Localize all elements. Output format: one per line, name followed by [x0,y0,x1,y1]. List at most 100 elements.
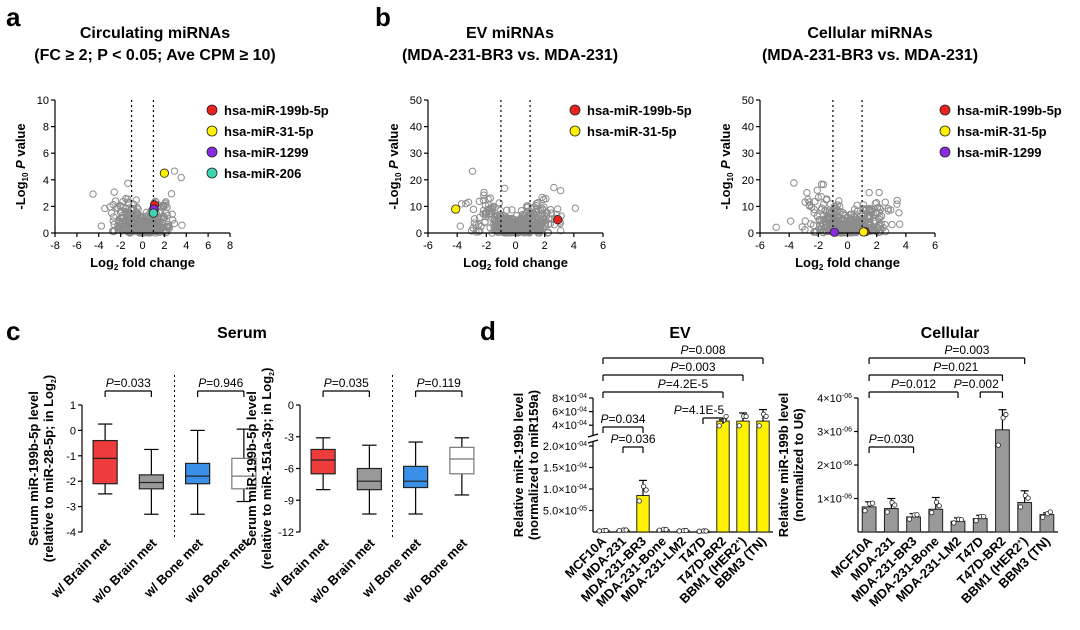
y-axis-label: Serum miR-199b-5p level [26,391,41,546]
data-point [121,220,130,229]
bar [756,420,770,533]
replicate-point [936,503,942,509]
data-point [457,200,466,208]
data-point [893,196,901,205]
y-tick-label: 0 [748,228,754,240]
data-point [860,215,869,223]
data-point [167,190,176,198]
box [449,446,475,475]
pvalue-label: P=0.008 [680,343,725,357]
replicate-point [1040,514,1046,520]
data-point [539,209,547,218]
y-tick-label: -4 [66,527,76,539]
axis-break [590,436,596,442]
data-point [803,189,811,197]
legend-label: hsa-miR-206 [224,166,301,181]
data-point [893,200,901,208]
data-point [132,196,140,204]
box [231,457,257,490]
y-tick-label: 1×10-06 [817,494,852,506]
data-point [467,227,476,235]
pvalue-label: P=0.035 [324,376,369,390]
y-axis-label: Serum miR-199b-5p level [244,391,259,546]
data-point [495,199,503,207]
data-point [139,223,148,232]
data-point [533,215,541,224]
legend-marker [569,125,581,137]
data-point [825,215,833,224]
x-axis-label: Log2 fold change [795,255,900,272]
x-axis-label: Log2 fold change [90,255,195,272]
y-axis-label-2: (normalized to U6) [791,408,806,521]
y-tick-label: 0 [70,425,76,437]
replicate-point [973,518,979,524]
data-point [845,227,853,236]
data-point [520,219,528,227]
volcano-cellular: Cellular miRNAs (MDA-231-BR3 vs. MDA-231)… [718,25,1062,272]
data-point [485,211,493,219]
data-point [538,193,546,202]
data-point [860,206,869,215]
data-point [113,203,122,212]
data-point [786,217,795,225]
data-point [546,206,555,214]
data-point [881,198,889,206]
data-point [484,195,492,203]
highlight-point [148,208,159,218]
replicate-point [906,516,913,522]
box [138,474,165,490]
y-axis-label-2: (relative to miR-151a-3p; in Log2) [259,368,276,570]
x-tick-label: -2 [813,240,823,252]
data-point [538,204,547,213]
data-point [500,184,509,193]
data-point [527,225,536,233]
panel-c-title: Serum [217,325,267,342]
replicate-point [656,527,662,533]
replicate-point [1017,504,1024,510]
y-tick-label: 1 [70,400,76,412]
y-axis-label-2: (normalized to miR159a) [526,390,541,540]
axis-break-mark [587,439,599,444]
y-tick-label: 8×10-04 [552,393,587,405]
barplot-cellular: Cellular 1×10-06 2×10-06 3×10-06 4×10-06 Rela… [776,325,1058,610]
panel-label-a: a [6,2,21,32]
y-tick-label: 0 [416,228,422,240]
x-tick-label: 2 [161,240,167,252]
y-tick-label: -6 [284,464,294,476]
replicate-point [696,528,702,534]
data-point [850,205,859,214]
data-point [798,223,806,231]
data-point [819,180,828,189]
data-point [527,208,535,216]
data-point [470,215,479,223]
data-point [516,220,524,229]
data-point [871,199,879,208]
replicate-point [683,527,689,534]
y-axis-label: -Log10 P value [386,123,403,209]
data-point [508,206,516,214]
replicate-point [995,442,1001,448]
legend-marker [206,104,218,116]
data-point [881,227,890,236]
y-tick-label: -3 [284,432,294,444]
legend-marker [206,146,218,158]
y-tick-label: 50 [410,95,422,107]
data-point [865,188,873,197]
pvalue-label: P=0.012 [891,377,936,391]
data-point [826,200,835,208]
data-point [475,197,484,206]
data-point [571,204,580,212]
highlight-point [858,227,869,237]
data-point [117,222,125,230]
replicate-point [958,517,965,523]
data-point [507,214,516,223]
data-point [801,217,809,225]
data-point [875,188,883,197]
data-point [539,195,548,204]
y-axis-label: -Log10 P value [13,123,30,209]
data-point [456,222,464,230]
replicate-point [596,528,602,534]
data-point [512,226,521,235]
barplot-ev: EV 5.0×10-05 1.0×10-04 1.5×10-04 2.0×10-04 4×… [511,325,773,610]
